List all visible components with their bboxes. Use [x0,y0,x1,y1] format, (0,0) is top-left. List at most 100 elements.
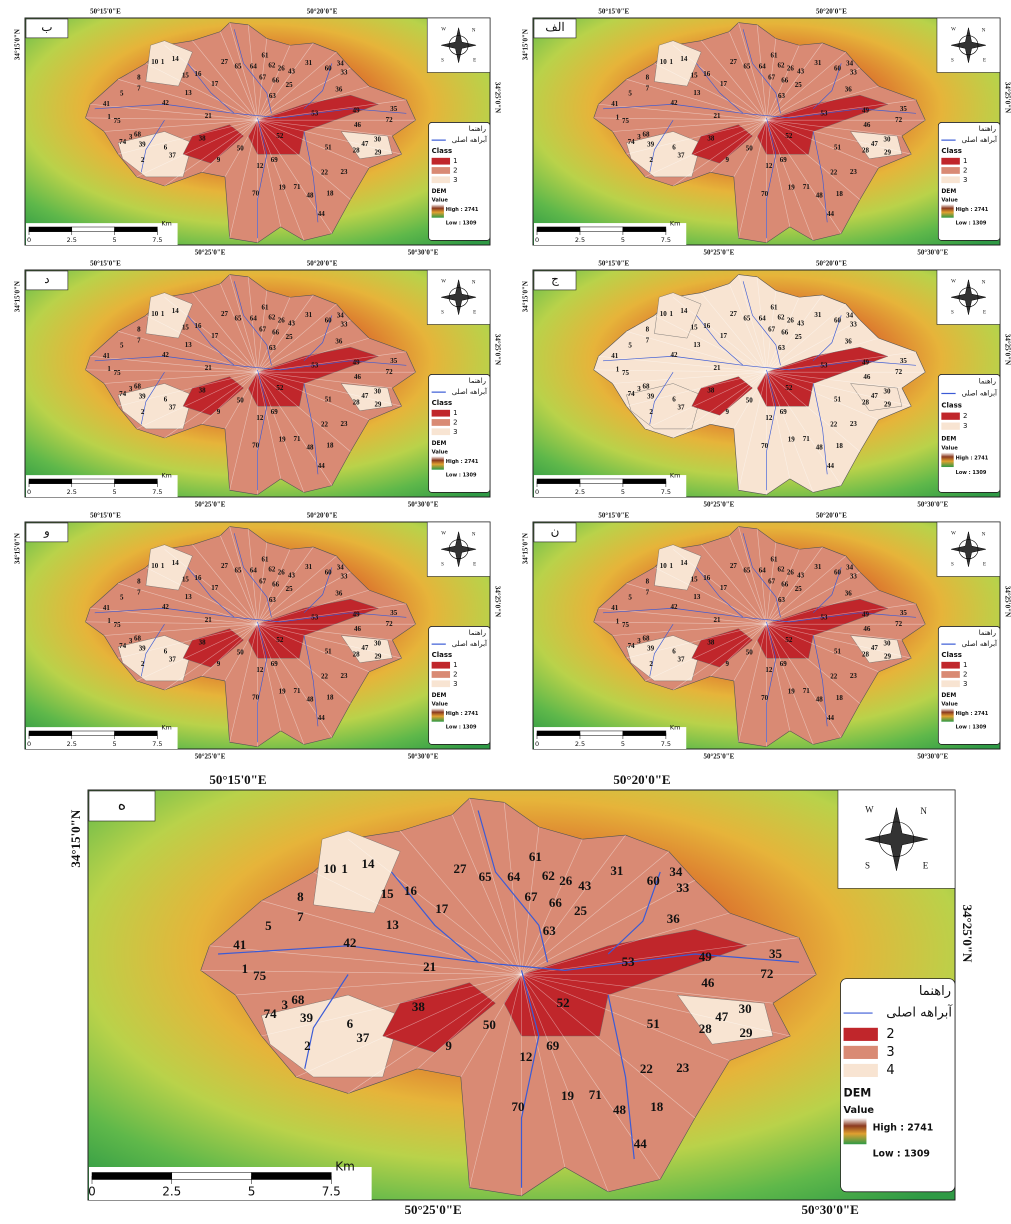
subbasin-label: 22 [830,421,838,429]
panel-label: ج [551,272,559,286]
subbasin-label: 41 [233,937,246,952]
subbasin-label: 47 [361,392,368,400]
subbasin-label: 42 [671,351,679,359]
subbasin-label: 75 [253,968,267,983]
subbasin-label: 26 [278,64,285,72]
scale-tick-label: 2.5 [575,740,585,748]
legend-high: High : 2741 [956,207,989,213]
subbasin-label: 2 [141,408,145,416]
subbasin-label: 28 [353,146,360,154]
subbasin-label: 66 [549,895,563,910]
subbasin-label: 17 [211,332,218,340]
subbasin-label: 42 [671,603,679,611]
subbasin-label: 13 [386,917,400,932]
subbasin-label: 60 [647,873,660,888]
subbasin-label: 50 [746,648,754,656]
subbasin-label: 26 [278,316,285,324]
subbasin-label: 53 [311,613,318,621]
map-panel: 1011481516172765646162264367662531603433… [13,7,501,256]
subbasin-label: 9 [217,156,221,164]
scale-segment [623,479,666,484]
subbasin-label: 10 [151,310,158,318]
legend-swatch [941,671,959,678]
subbasin-label: 36 [335,590,342,598]
subbasin-label: 8 [646,73,650,81]
subbasin-label: 53 [820,613,828,621]
figure: 1011481516172765646162264367662531603433… [0,0,1011,1224]
subbasin-label: 7 [297,909,304,924]
subbasin-label: 51 [325,648,332,656]
legend-dem-ramp [432,456,444,469]
subbasin-label: 69 [271,408,278,416]
scale-tick-label: 7.5 [322,1185,341,1199]
legend-dem-ramp [941,204,953,217]
subbasin-label: 43 [288,67,295,75]
legend-low: Low : 1309 [446,472,477,478]
longitude-label: 50°15'0"E [598,7,629,15]
subbasin-label: 62 [777,62,785,70]
subbasin-label: 70 [252,694,259,702]
scale-unit: Km [670,220,681,228]
subbasin-label: 67 [768,73,776,81]
subbasin-label: 31 [814,563,822,571]
subbasin-label: 6 [164,648,168,656]
subbasin-label: 8 [646,325,650,333]
subbasin-label: 2 [141,660,145,668]
subbasin-label: 31 [814,59,822,67]
subbasin-label: 9 [726,660,730,668]
legend-class: 1 [453,157,457,165]
subbasin-label: 3 [282,997,289,1012]
subbasin-label: 60 [325,316,332,324]
scale-tick-label: 2.5 [575,488,585,496]
subbasin-label: 38 [412,999,426,1014]
scale-tick-label: 2.5 [67,740,77,748]
subbasin-label: 35 [900,609,908,617]
subbasin-label: 39 [139,644,146,652]
legend-title: راهنما [979,378,996,386]
subbasin-label: 3 [129,637,133,645]
subbasin-label: 65 [479,869,493,884]
subbasin-label: 2 [649,408,653,416]
subbasin-label: 5 [120,341,124,349]
legend-swatch [844,1028,878,1041]
subbasin-label: 62 [777,314,785,322]
subbasin-label: 16 [703,574,711,582]
scale-segment [72,731,115,736]
subbasin-label: 16 [194,574,201,582]
subbasin-label: 44 [827,462,835,470]
subbasin-label: 23 [850,420,858,428]
subbasin-label: 63 [269,596,276,604]
longitude-label: 50°25'0"E [703,752,734,760]
subbasin-label: 1 [616,365,620,373]
subbasin-label: 72 [386,368,393,376]
legend-swatch [941,158,959,165]
subbasin-label: 15 [691,72,699,80]
scale-tick-label: 0 [88,1185,96,1199]
subbasin-label: 37 [356,1030,370,1045]
legend-high: High : 2741 [956,711,989,717]
longitude-label: 50°20'0"E [816,7,847,15]
scale-tick-label: 0 [27,488,31,496]
subbasin-label: 65 [234,566,241,574]
legend-class: 3 [453,428,457,436]
subbasin-label: 14 [680,307,688,315]
legend-class: 2 [963,670,967,678]
subbasin-label: 49 [353,611,360,619]
scale-tick-label: 7.5 [661,236,671,244]
legend-swatch [432,410,450,417]
subbasin-label: 60 [834,568,842,576]
subbasin-label: 44 [827,714,835,722]
subbasin-label: 1 [341,861,348,876]
subbasin-label: 28 [862,146,870,154]
longitude-label: 50°15'0"E [90,259,121,267]
subbasin-label: 43 [288,319,295,327]
latitude-label: 34°25'0"N [1004,82,1011,113]
subbasin-label: 25 [286,81,293,89]
legend-dem: DEM [941,435,956,442]
legend-class-title: Class [941,651,962,659]
scale-tick-label: 2.5 [67,488,77,496]
subbasin-label: 39 [647,141,655,149]
scale-segment [92,1173,172,1180]
subbasin-label: 60 [834,316,842,324]
subbasin-label: 65 [743,62,751,70]
